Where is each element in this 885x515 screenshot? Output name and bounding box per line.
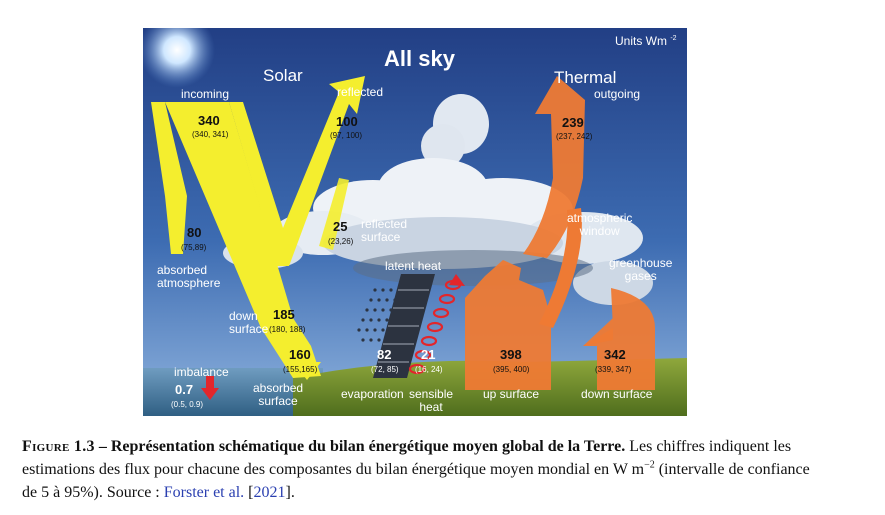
sensible-heat-range: (16, 24) bbox=[415, 365, 443, 374]
imbalance-label: imbalance bbox=[174, 365, 229, 379]
up-surface-label: up surface bbox=[483, 387, 540, 401]
evaporation-label: evaporation bbox=[341, 387, 404, 401]
diagram-title: All sky bbox=[384, 46, 455, 71]
year-link[interactable]: 2021 bbox=[253, 484, 286, 501]
absorbed-atmosphere-range: (75,89) bbox=[181, 243, 207, 252]
down-surface-label: down surface bbox=[229, 309, 269, 336]
units-label: Units Wm -2 bbox=[615, 34, 677, 48]
sensible-heat-value: 21 bbox=[421, 347, 436, 362]
reflected-label: reflected bbox=[337, 85, 384, 99]
thermal-arrows bbox=[465, 76, 655, 390]
outgoing-range: (237, 242) bbox=[556, 132, 593, 141]
latent-heat-label: latent heat bbox=[385, 259, 442, 273]
down-surface-thermal-label: down surface bbox=[581, 387, 653, 401]
atmospheric-window-label: atmospheric window bbox=[567, 211, 633, 238]
imbalance-range: (0.5, 0.9) bbox=[171, 400, 204, 409]
solar-header: Solar bbox=[263, 66, 303, 85]
caption-bold-title: Représentation schématique du bilan éner… bbox=[110, 438, 626, 455]
energy-balance-diagram: All sky Solar Thermal Units Wm -2 incomi… bbox=[143, 28, 687, 416]
absorbed-atmosphere-value: 80 bbox=[187, 225, 202, 240]
reflected-surface-label: reflected surface bbox=[361, 217, 408, 244]
outgoing-label: outgoing bbox=[594, 87, 641, 101]
evaporation-value: 82 bbox=[377, 347, 392, 362]
thermal-header: Thermal bbox=[554, 68, 617, 87]
evaporation-range: (72, 85) bbox=[371, 365, 399, 374]
figure-caption: Figure 1.3 – Représentation schématique … bbox=[22, 438, 810, 501]
absorbed-surface-arrowhead bbox=[293, 362, 321, 380]
greenhouse-back-radiation-arrow bbox=[583, 288, 655, 390]
absorbed-surface-value: 160 bbox=[289, 347, 311, 362]
latent-heat-bands bbox=[378, 289, 429, 363]
imbalance-value: 0.7 bbox=[175, 382, 194, 397]
reflected-value: 100 bbox=[336, 114, 358, 129]
absorbed-atmosphere-arrow bbox=[151, 102, 187, 254]
source-link[interactable]: Forster et al. bbox=[163, 484, 245, 501]
imbalance-arrow bbox=[201, 376, 219, 400]
solar-arrows bbox=[151, 76, 365, 378]
reflected-range: (97, 100) bbox=[330, 131, 363, 140]
absorbed-surface-label: absorbed surface bbox=[253, 381, 304, 408]
sensible-heat-arrowhead bbox=[449, 274, 465, 286]
absorbed-atmosphere-label: absorbed atmosphere bbox=[157, 263, 221, 290]
down-surface-thermal-range: (339, 347) bbox=[595, 365, 632, 374]
reflected-surface-value: 25 bbox=[333, 219, 348, 234]
reflected-surface-range: (23,26) bbox=[328, 237, 354, 246]
sensible-heat-label: sensible heat bbox=[409, 387, 454, 414]
figure-label: Figure 1.3 bbox=[22, 438, 95, 455]
solar-reflected-arrow bbox=[229, 76, 365, 266]
incoming-label: incoming bbox=[181, 87, 230, 101]
incoming-range: (340, 341) bbox=[192, 130, 229, 139]
unit-exponent: −2 bbox=[644, 459, 655, 471]
outgoing-value: 239 bbox=[562, 115, 584, 130]
down-surface-solar-range: (180, 188) bbox=[269, 325, 306, 334]
reflected-surface-arrow bbox=[319, 178, 349, 250]
diagram-artwork bbox=[143, 28, 687, 416]
absorbed-surface-range: (155,165) bbox=[283, 365, 318, 374]
atmospheric-window-arrow bbox=[539, 208, 582, 328]
down-surface-thermal-value: 342 bbox=[604, 347, 626, 362]
up-surface-arrow bbox=[465, 260, 551, 390]
up-surface-value: 398 bbox=[500, 347, 522, 362]
up-surface-range: (395, 400) bbox=[493, 365, 530, 374]
sun-icon bbox=[143, 28, 215, 88]
solar-incoming-arrow bbox=[165, 102, 321, 378]
down-surface-solar-value: 185 bbox=[273, 307, 295, 322]
greenhouse-gases-label: greenhouse gases bbox=[609, 256, 673, 283]
incoming-value: 340 bbox=[198, 113, 220, 128]
